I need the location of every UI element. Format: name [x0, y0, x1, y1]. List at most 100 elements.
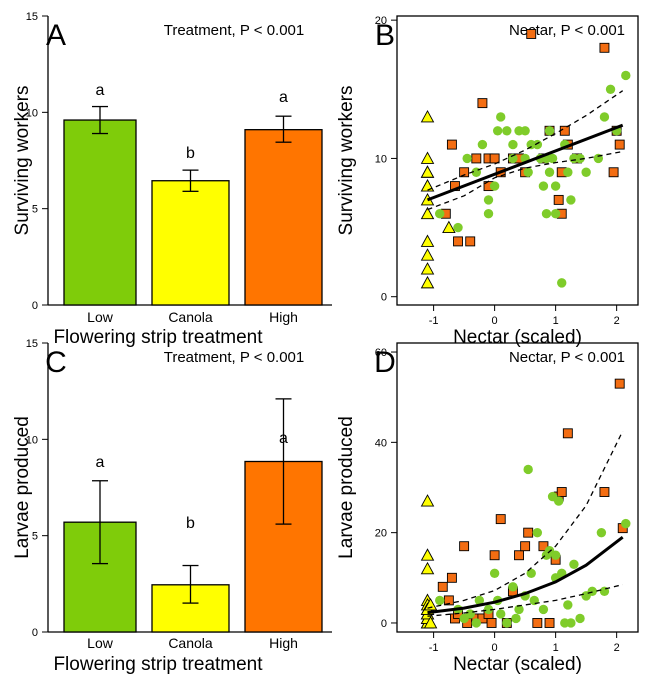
y-tick-label: 10	[375, 153, 387, 165]
point-high	[532, 618, 543, 628]
panel-label-C: C	[45, 346, 67, 379]
point-low	[547, 153, 558, 164]
point-high	[495, 514, 506, 525]
y-tick-label: 60	[375, 347, 387, 359]
point-low	[566, 618, 576, 628]
point-low	[462, 153, 472, 164]
x-tick-label: 2	[614, 315, 620, 327]
point-low	[508, 139, 518, 150]
point-high	[471, 153, 482, 164]
y-axis-label: Larvae produced	[12, 416, 33, 559]
point-canola	[420, 151, 435, 164]
point-high	[453, 236, 463, 247]
point-high	[614, 378, 625, 389]
point-high	[437, 581, 448, 592]
significance-letter: a	[279, 89, 288, 106]
plot-frame	[396, 15, 639, 306]
point-low	[532, 527, 543, 538]
x-tick-label-canola: Canola	[168, 635, 213, 651]
x-axis-label: Flowering strip treatment	[53, 654, 263, 675]
point-high	[559, 125, 570, 136]
point-low	[575, 613, 585, 624]
point-high	[544, 618, 555, 628]
point-low	[435, 209, 445, 219]
significance-letter: b	[186, 145, 195, 162]
point-low	[489, 181, 500, 191]
point-high	[486, 618, 497, 628]
point-low	[563, 167, 573, 177]
significance-letter: a	[96, 82, 105, 99]
panel-annotation: Nectar, P < 0.001	[509, 22, 625, 39]
point-low	[569, 559, 579, 569]
point-high	[459, 541, 470, 552]
y-tick-label: 0	[32, 627, 38, 639]
point-high	[465, 236, 476, 247]
point-low	[483, 604, 494, 615]
y-tick-label: 0	[32, 300, 38, 312]
point-low	[465, 609, 475, 619]
point-high	[599, 42, 610, 53]
point-low	[538, 181, 549, 191]
significance-letter: a	[279, 430, 288, 447]
panel-annotation: Treatment, P < 0.001	[164, 349, 305, 366]
point-high	[446, 572, 457, 583]
point-canola	[423, 597, 438, 611]
point-canola	[420, 165, 435, 178]
point-low	[566, 195, 576, 205]
point-high	[614, 139, 625, 150]
point-high	[526, 29, 537, 39]
panel-label-D: D	[374, 346, 396, 379]
y-tick-label: 15	[26, 11, 38, 23]
point-high	[523, 527, 534, 538]
x-tick-label: 1	[553, 315, 559, 327]
point-low	[502, 126, 512, 136]
ci-lower-line	[427, 150, 623, 211]
point-low	[508, 582, 518, 592]
point-low	[496, 609, 506, 619]
point-low	[514, 604, 524, 615]
x-axis-label: Nectar (scaled)	[453, 327, 582, 348]
bar-low	[63, 119, 137, 306]
point-canola	[442, 220, 456, 234]
point-low	[523, 167, 533, 177]
point-high	[599, 487, 610, 497]
x-tick-label: -1	[429, 315, 439, 327]
point-high	[489, 550, 500, 561]
point-canola	[420, 110, 435, 123]
y-tick-label: 10	[26, 434, 38, 446]
bar-high	[244, 129, 323, 306]
point-low	[544, 126, 555, 136]
x-axis-label: Flowering strip treatment	[53, 327, 263, 348]
significance-letter: b	[186, 515, 195, 532]
point-high	[538, 541, 549, 552]
point-low	[621, 518, 631, 529]
point-canola	[420, 248, 435, 261]
point-low	[520, 126, 530, 136]
y-axis-label: Surviving workers	[336, 86, 357, 236]
y-axis-label: Larvae produced	[336, 416, 357, 559]
point-low	[474, 595, 485, 606]
y-tick-label: 20	[375, 528, 387, 540]
y-tick-label: 40	[375, 437, 387, 449]
point-high	[562, 428, 573, 439]
ci-upper-line	[427, 90, 624, 191]
point-low	[526, 568, 536, 578]
panel-label-B: B	[375, 19, 395, 52]
point-high	[489, 153, 500, 164]
point-low	[563, 600, 573, 610]
point-canola	[420, 494, 435, 507]
y-axis-label: Surviving workers	[12, 86, 33, 236]
point-low	[575, 153, 585, 164]
point-low	[496, 112, 506, 122]
point-low	[483, 195, 494, 205]
point-high	[446, 139, 457, 150]
point-high	[459, 167, 470, 178]
x-tick-label: 2	[614, 642, 620, 654]
x-tick-label-high: High	[269, 635, 298, 651]
x-tick-label-canola: Canola	[168, 309, 213, 325]
point-high	[608, 167, 619, 178]
point-low	[544, 167, 555, 177]
point-low	[587, 586, 597, 597]
significance-letter: a	[96, 454, 105, 471]
x-tick-label: 0	[492, 642, 498, 654]
